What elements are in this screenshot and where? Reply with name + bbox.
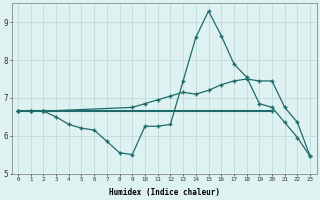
- X-axis label: Humidex (Indice chaleur): Humidex (Indice chaleur): [108, 188, 220, 197]
